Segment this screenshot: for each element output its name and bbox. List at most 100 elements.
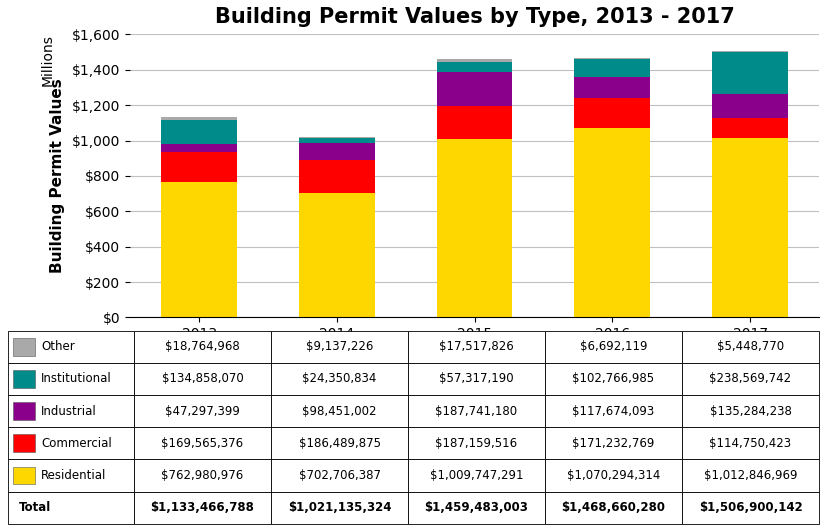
Bar (712, 51, 788, 52)
Text: $9,137,226: $9,137,226 (306, 340, 373, 353)
Bar (271, 331, 408, 363)
Text: $171,232,769: $171,232,769 (572, 437, 654, 450)
Bar (408, 395, 545, 427)
Text: Industrial: Industrial (41, 405, 97, 417)
Text: $114,750,423: $114,750,423 (710, 437, 791, 450)
Text: $1,009,747,291: $1,009,747,291 (430, 469, 523, 482)
Text: $1,468,660,280: $1,468,660,280 (561, 501, 665, 514)
Bar (13, 370, 34, 388)
Text: $5,448,770: $5,448,770 (717, 340, 784, 353)
Bar (682, 459, 819, 491)
Bar (575, 58, 650, 59)
Text: $135,284,238: $135,284,238 (710, 405, 791, 417)
Bar (161, 144, 237, 152)
Bar (545, 459, 682, 491)
Bar (408, 331, 545, 363)
Text: $6,692,119: $6,692,119 (580, 340, 648, 353)
Bar (682, 331, 819, 363)
Text: Total: Total (18, 501, 50, 514)
Bar (575, 128, 650, 317)
Text: $169,565,376: $169,565,376 (161, 437, 244, 450)
Bar (545, 427, 682, 459)
Bar (545, 363, 682, 395)
Bar (271, 395, 408, 427)
Text: $18,764,968: $18,764,968 (165, 340, 240, 353)
Bar (161, 120, 237, 144)
Bar (408, 363, 545, 395)
Bar (8, 427, 134, 459)
Bar (134, 459, 271, 491)
Bar (712, 52, 788, 94)
Bar (134, 427, 271, 459)
Bar (161, 152, 237, 183)
Bar (437, 139, 512, 317)
Text: $187,159,516: $187,159,516 (435, 437, 517, 450)
Text: $102,766,985: $102,766,985 (572, 372, 654, 386)
Bar (134, 395, 271, 427)
Bar (437, 62, 512, 72)
Bar (682, 491, 819, 524)
Text: Institutional: Institutional (41, 372, 112, 386)
Text: $57,317,190: $57,317,190 (439, 372, 514, 386)
Bar (8, 395, 134, 427)
Bar (271, 491, 408, 524)
Bar (134, 331, 271, 363)
Text: $1,012,846,969: $1,012,846,969 (704, 469, 797, 482)
Text: Millions: Millions (40, 34, 55, 86)
Bar (299, 139, 375, 143)
Text: $702,706,387: $702,706,387 (298, 469, 381, 482)
Bar (161, 183, 237, 317)
Y-axis label: Building Permit Values: Building Permit Values (50, 78, 65, 273)
Text: $117,674,093: $117,674,093 (572, 405, 654, 417)
Bar (299, 143, 375, 160)
Bar (8, 459, 134, 491)
Text: $1,506,900,142: $1,506,900,142 (699, 501, 802, 514)
Bar (271, 459, 408, 491)
Bar (299, 193, 375, 317)
Bar (134, 363, 271, 395)
Text: $1,459,483,003: $1,459,483,003 (424, 501, 528, 514)
Text: $134,858,070: $134,858,070 (161, 372, 244, 386)
Text: $186,489,875: $186,489,875 (298, 437, 381, 450)
Title: Building Permit Values by Type, 2013 - 2017: Building Permit Values by Type, 2013 - 2… (215, 7, 734, 28)
Text: Commercial: Commercial (41, 437, 112, 450)
Bar (575, 59, 650, 77)
Text: $238,569,742: $238,569,742 (710, 372, 791, 386)
Bar (545, 491, 682, 524)
Text: $1,070,294,314: $1,070,294,314 (567, 469, 660, 482)
Text: $24,350,834: $24,350,834 (302, 372, 376, 386)
Text: $762,980,976: $762,980,976 (161, 469, 244, 482)
Text: $1,021,135,324: $1,021,135,324 (288, 501, 391, 514)
Bar (271, 363, 408, 395)
Text: $47,297,399: $47,297,399 (165, 405, 240, 417)
Bar (8, 363, 134, 395)
Text: $187,741,180: $187,741,180 (435, 405, 517, 417)
Bar (13, 467, 34, 484)
Text: $17,517,826: $17,517,826 (439, 340, 514, 353)
Bar (545, 331, 682, 363)
Bar (575, 77, 650, 98)
Bar (682, 395, 819, 427)
Bar (682, 427, 819, 459)
Bar (13, 338, 34, 355)
Bar (299, 137, 375, 139)
Bar (408, 491, 545, 524)
Bar (8, 331, 134, 363)
Bar (712, 138, 788, 317)
Text: $98,451,002: $98,451,002 (302, 405, 377, 417)
Text: Other: Other (41, 340, 75, 353)
Bar (682, 363, 819, 395)
Bar (575, 98, 650, 128)
Bar (437, 59, 512, 62)
Bar (408, 459, 545, 491)
Bar (134, 491, 271, 524)
Bar (545, 395, 682, 427)
Text: Residential: Residential (41, 469, 107, 482)
Bar (161, 117, 237, 120)
Bar (437, 106, 512, 139)
Bar (437, 72, 512, 106)
Text: $1,133,466,788: $1,133,466,788 (150, 501, 255, 514)
Bar (13, 402, 34, 420)
Bar (13, 434, 34, 452)
Bar (712, 94, 788, 118)
